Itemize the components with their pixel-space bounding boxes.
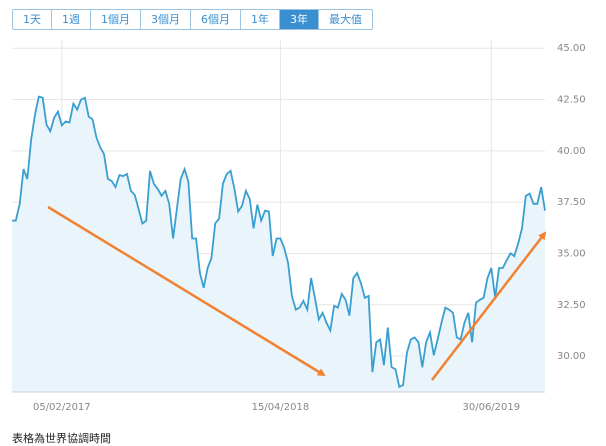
range-tab[interactable]: 6個月	[190, 10, 240, 29]
price-line	[12, 95, 546, 389]
chart: 30.00 32.50 35.00 37.50 40.00 42.50 45.00 05/02…	[12, 40, 586, 413]
y-tick-label: 37.50	[557, 197, 586, 208]
y-tick-label: 30.00	[557, 351, 586, 362]
y-tick-label: 40.00	[557, 146, 586, 157]
range-tab[interactable]: 3年	[279, 10, 318, 29]
y-tick-label: 32.50	[557, 300, 586, 311]
range-tab[interactable]: 3個月	[140, 10, 190, 29]
range-tab[interactable]: 1個月	[90, 10, 140, 29]
range-tab[interactable]: 1年	[240, 10, 279, 29]
trend-arrow	[47, 205, 326, 377]
range-tabs: 1天 1週 1個月 3個月 6個月 1年 3年 最大值	[12, 9, 373, 30]
x-tick-label: 05/02/2017	[33, 402, 91, 413]
range-tab[interactable]: 1天	[23, 13, 41, 26]
range-tab[interactable]: 1週	[51, 10, 90, 29]
area	[12, 96, 545, 392]
y-tick-label: 42.50	[557, 95, 586, 106]
range-tab[interactable]: 最大值	[318, 10, 372, 29]
x-tick-label: 15/04/2018	[252, 402, 310, 413]
y-tick-label: 35.00	[557, 248, 586, 259]
trend-arrow	[431, 231, 547, 381]
y-tick-label: 45.00	[557, 43, 586, 54]
x-tick-label: 30/06/2019	[462, 402, 520, 413]
footnote: 表格為世界協調時間	[12, 432, 111, 445]
